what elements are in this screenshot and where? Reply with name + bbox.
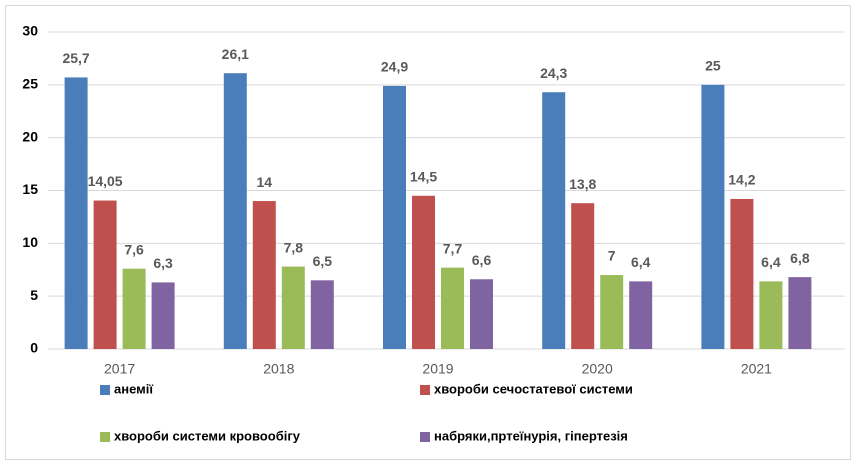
value-label: 6,3 xyxy=(153,255,173,271)
y-tick-label: 0 xyxy=(30,340,38,356)
bar xyxy=(600,275,624,349)
bar xyxy=(122,268,146,349)
x-tick-label: 2019 xyxy=(422,361,453,377)
value-label: 6,4 xyxy=(761,254,781,270)
y-tick-label: 30 xyxy=(22,23,38,39)
bar xyxy=(629,281,653,349)
bar xyxy=(252,201,276,349)
x-tick-label: 2018 xyxy=(263,361,294,377)
value-label: 24,3 xyxy=(540,65,567,81)
value-label: 6,5 xyxy=(313,253,333,269)
y-tick-label: 25 xyxy=(22,76,38,92)
legend-swatch xyxy=(420,432,430,442)
bar xyxy=(223,73,247,350)
value-label: 7 xyxy=(608,248,616,264)
value-label: 14,2 xyxy=(728,172,755,188)
bar xyxy=(730,198,754,349)
bar xyxy=(571,203,595,349)
bar xyxy=(151,282,175,349)
legend-swatch xyxy=(100,432,110,442)
value-label: 14,05 xyxy=(88,173,123,189)
value-label: 7,8 xyxy=(284,239,304,255)
bar xyxy=(383,85,406,349)
legend-swatch xyxy=(420,385,430,395)
bar xyxy=(542,92,566,349)
y-tick-label: 10 xyxy=(22,234,38,250)
bar xyxy=(470,279,493,349)
y-tick-label: 5 xyxy=(30,287,38,303)
y-tick-label: 20 xyxy=(22,128,38,144)
value-label: 24,9 xyxy=(381,59,408,75)
value-label: 26,1 xyxy=(222,46,249,62)
bar xyxy=(310,280,334,349)
bar xyxy=(788,277,812,349)
bar xyxy=(64,77,88,349)
bar xyxy=(412,195,435,349)
bar xyxy=(441,267,464,349)
value-label: 25 xyxy=(705,58,721,74)
bar xyxy=(281,266,305,349)
legend-label: анемії xyxy=(114,381,153,396)
value-label: 25,7 xyxy=(62,50,89,66)
x-tick-label: 2020 xyxy=(582,361,613,377)
value-label: 6,6 xyxy=(472,252,492,268)
bar xyxy=(759,281,783,349)
legend-label: набряки,пртеїнурія, гіпертезія xyxy=(434,428,628,443)
value-label: 13,8 xyxy=(569,176,596,192)
x-tick-label: 2021 xyxy=(741,361,772,377)
legend-label: хвороби системи кровообігу xyxy=(114,428,301,443)
y-tick-label: 15 xyxy=(22,181,38,197)
value-label: 14 xyxy=(257,174,273,190)
value-label: 6,8 xyxy=(790,250,810,266)
value-label: 14,5 xyxy=(410,168,437,184)
bar xyxy=(93,200,117,349)
x-tick-label: 2017 xyxy=(104,361,135,377)
legend-swatch xyxy=(100,385,110,395)
legend-label: хвороби сечостатевої системи xyxy=(434,381,633,396)
value-label: 6,4 xyxy=(631,254,651,270)
value-label: 7,6 xyxy=(124,241,144,257)
value-label: 7,7 xyxy=(443,240,463,256)
bar xyxy=(701,84,725,349)
